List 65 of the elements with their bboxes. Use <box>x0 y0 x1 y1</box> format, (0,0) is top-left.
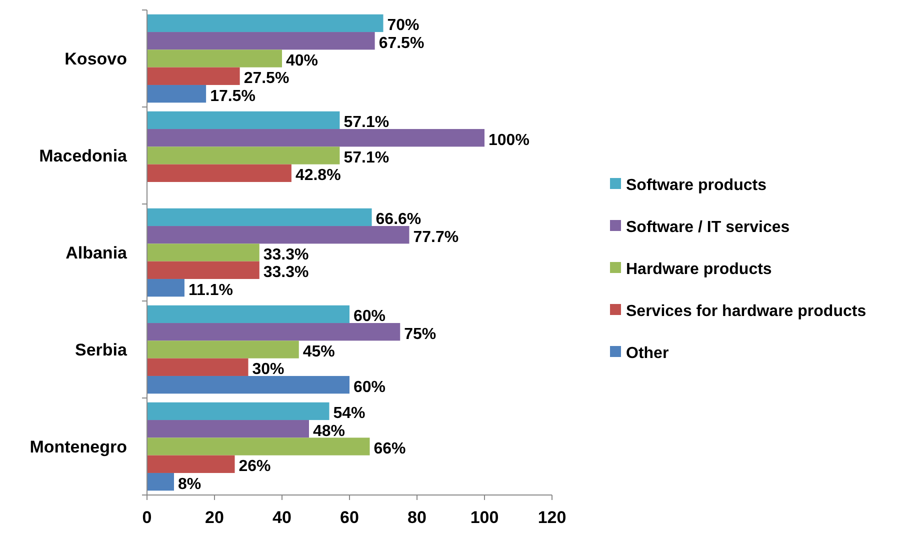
data-label: 57.1% <box>344 150 390 166</box>
data-label: 26% <box>238 458 271 476</box>
data-label: 40% <box>286 52 318 70</box>
bar <box>147 50 282 68</box>
data-label: 60% <box>354 308 386 326</box>
legend-label: Hardware products <box>626 261 772 278</box>
data-label: 75% <box>404 326 436 343</box>
bar <box>147 438 370 456</box>
data-label: 17.5% <box>210 88 256 105</box>
data-label: 100% <box>488 132 530 149</box>
y-tick-label: Montenegro <box>30 438 127 456</box>
data-label: 30% <box>252 361 284 378</box>
bar <box>147 111 340 130</box>
bar <box>147 226 410 244</box>
data-label: 42.8% <box>295 167 341 184</box>
bar <box>147 14 384 32</box>
bar <box>147 376 350 394</box>
bar <box>147 129 484 147</box>
bar <box>147 420 309 438</box>
data-label: 11.1% <box>188 282 233 299</box>
data-label: 33.3% <box>263 264 309 282</box>
x-tick-label: 20 <box>205 508 224 527</box>
legend-label: Services for hardware products <box>626 303 866 320</box>
bar <box>147 278 184 297</box>
data-label: 48% <box>313 422 346 440</box>
data-label: 70% <box>387 17 420 34</box>
bar <box>147 455 235 473</box>
y-tick-label: Kosovo <box>64 50 127 68</box>
y-tick-label: Albania <box>66 244 128 262</box>
x-tick-label: 60 <box>340 508 359 527</box>
x-tick-label: 120 <box>538 508 566 527</box>
bar <box>147 261 260 279</box>
bar <box>147 84 206 103</box>
y-tick-label: Macedonia <box>39 146 128 166</box>
x-tick-label: 0 <box>142 508 152 527</box>
data-label: 54% <box>333 405 366 422</box>
y-tick-label: Serbia <box>75 340 128 360</box>
x-tick-label: 100 <box>470 508 499 527</box>
bar <box>147 358 248 376</box>
bar <box>147 244 260 262</box>
data-label: 66.6% <box>376 211 422 228</box>
bar <box>147 305 350 324</box>
bar <box>147 402 330 420</box>
x-tick-label: 80 <box>408 508 426 527</box>
data-label: 67.5% <box>378 34 424 52</box>
bar <box>147 164 292 182</box>
x-tick-label: 40 <box>272 508 292 527</box>
data-label: 66% <box>374 440 406 458</box>
bar <box>147 472 174 491</box>
bar <box>147 32 375 50</box>
legend-label: Software products <box>626 177 767 194</box>
bar <box>147 67 240 85</box>
data-label: 77.7% <box>413 228 459 246</box>
data-label: 8% <box>178 476 202 493</box>
bar <box>147 340 299 358</box>
legend-label: Other <box>626 345 669 362</box>
bar <box>147 208 372 226</box>
bar <box>147 146 340 164</box>
data-label: 33.3% <box>263 246 309 264</box>
legend-label: Software / IT services <box>626 219 790 236</box>
data-label: 45% <box>302 344 335 360</box>
data-label: 60% <box>354 378 386 396</box>
data-label: 57.1% <box>344 114 390 132</box>
bar <box>147 323 400 341</box>
data-label: 27.5% <box>244 70 290 88</box>
